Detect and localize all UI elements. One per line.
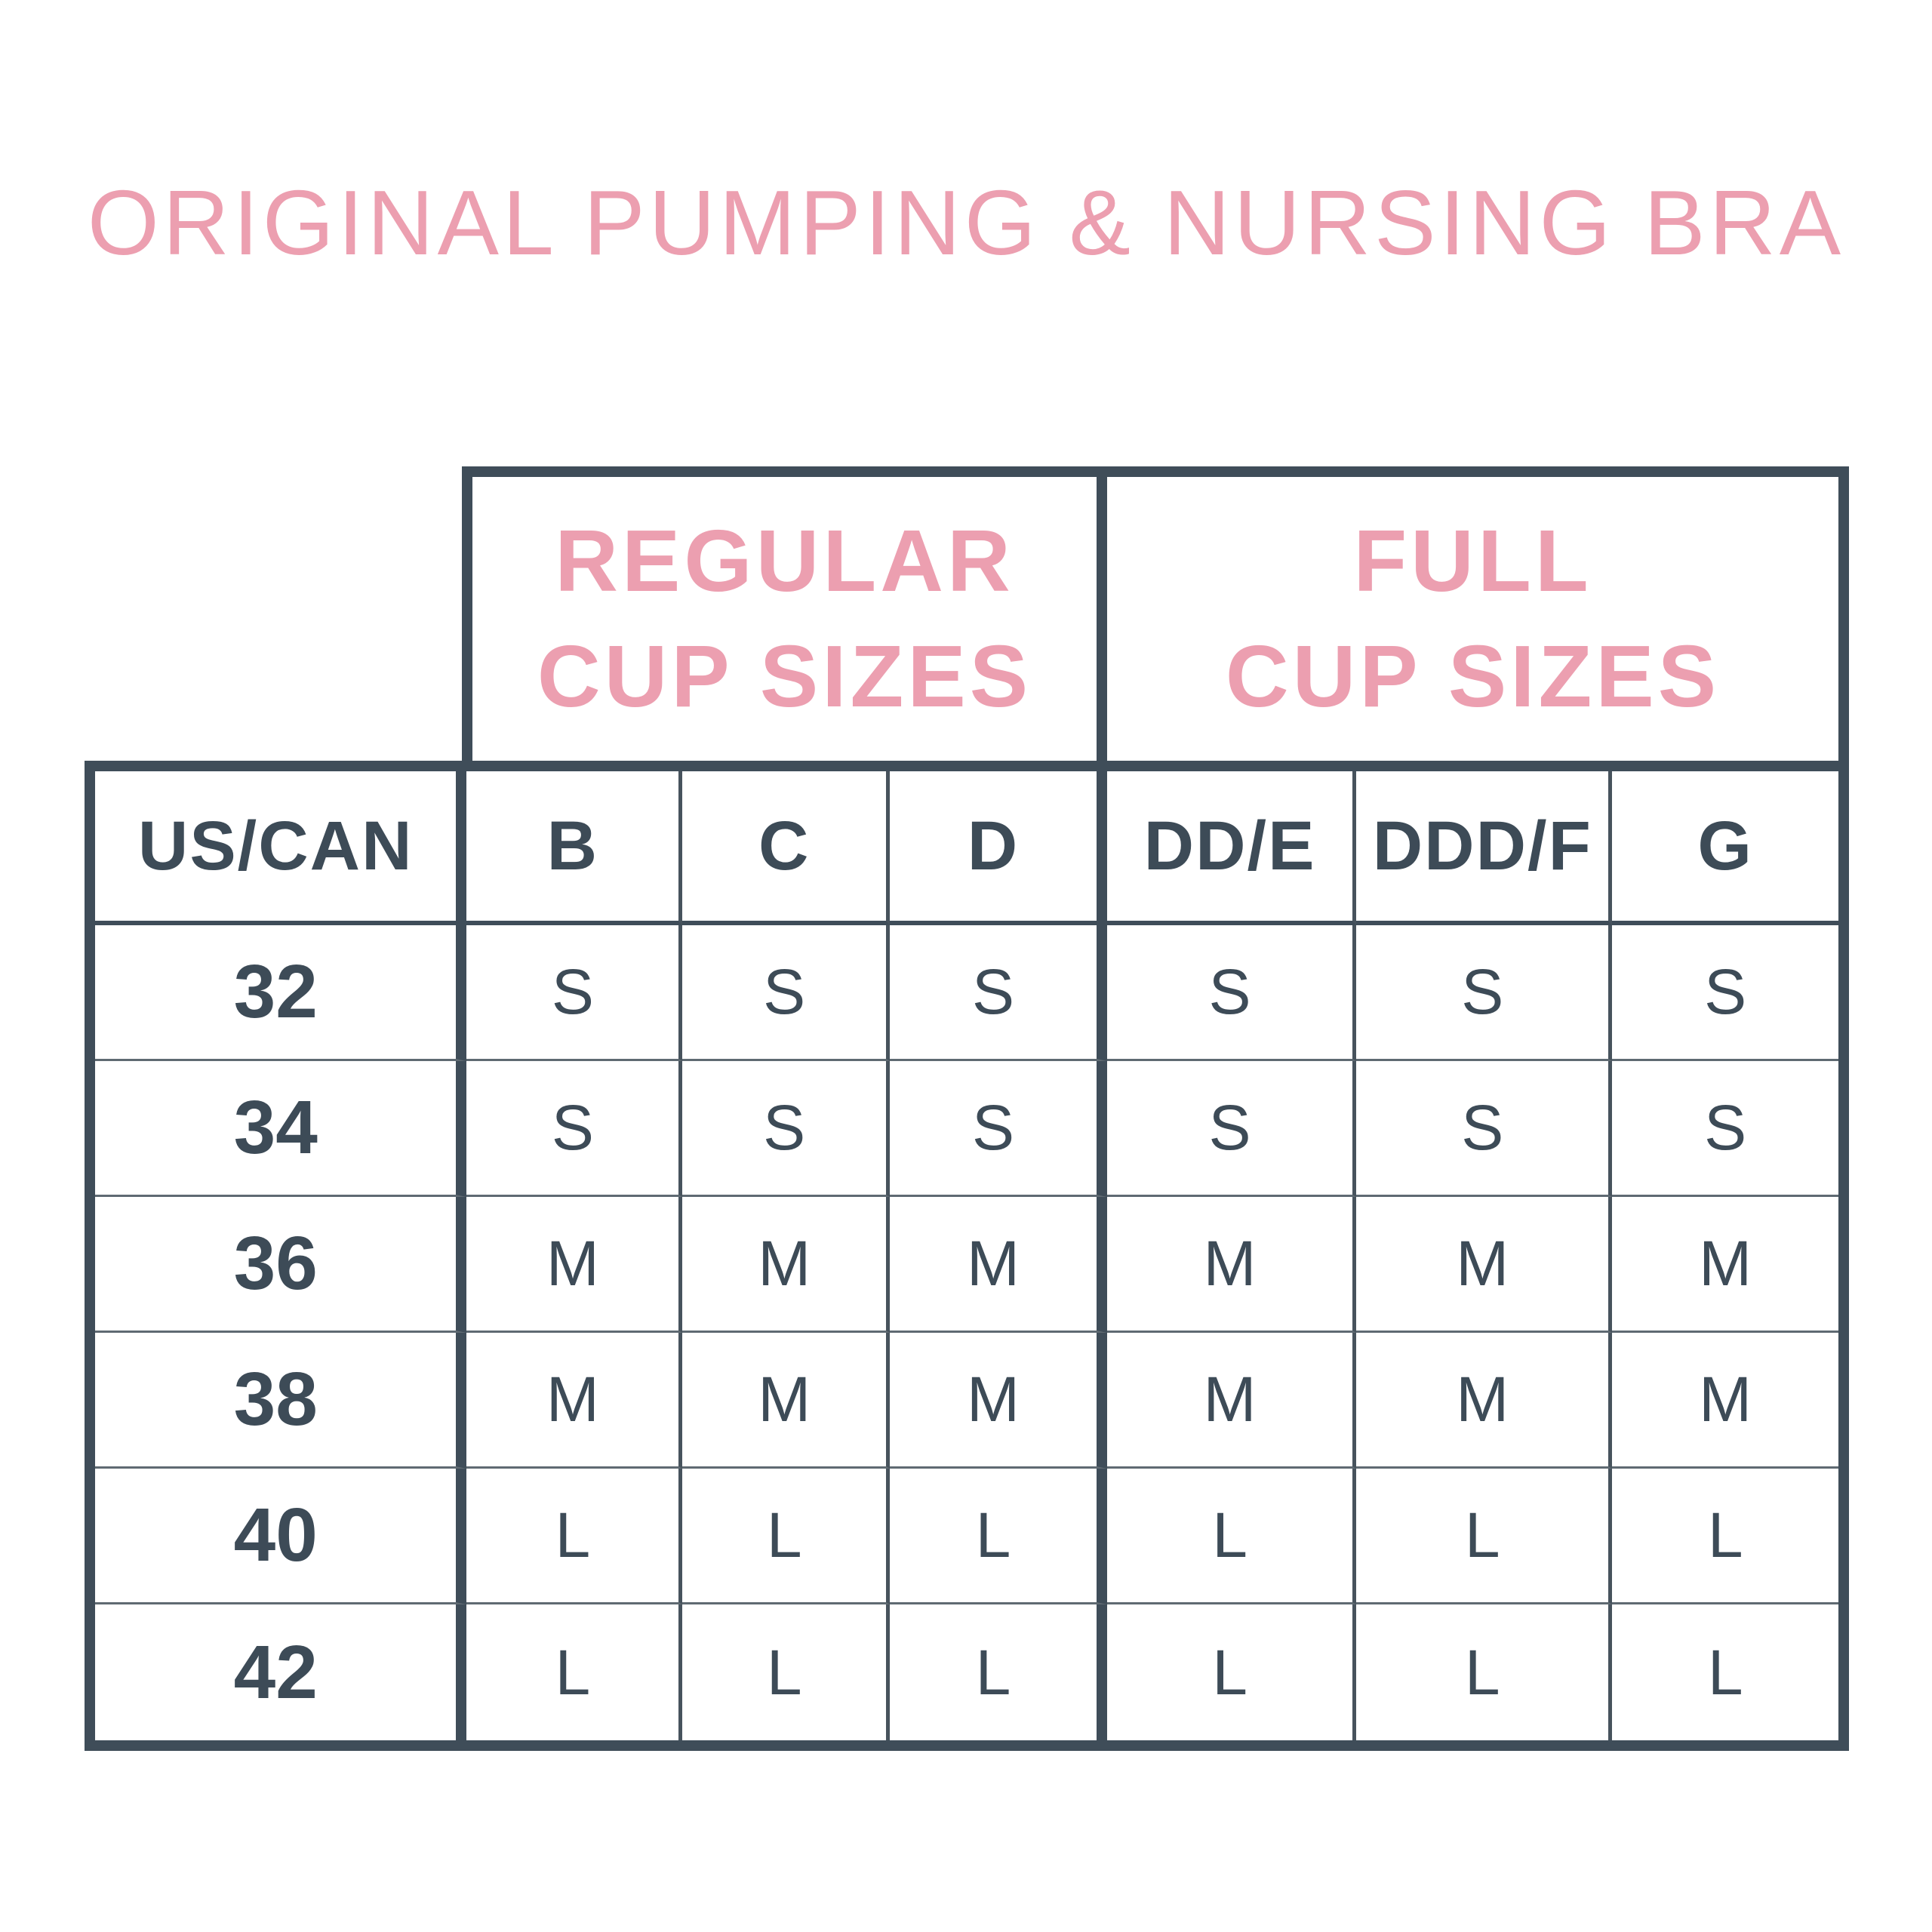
size-value-cell: M [466,1333,683,1469]
band-size-cell: 32 [95,925,467,1061]
size-value-cell: M [682,1333,891,1469]
group-header-regular-line2: CUP SIZES [537,627,1032,725]
group-header-full: FULL CUP SIZES [1107,477,1838,761]
size-value-cell: L [1707,1636,1743,1708]
group-header-full-line2: CUP SIZES [1225,627,1721,725]
size-value-cell: L [1106,1469,1357,1604]
size-value-cell: L [682,1604,891,1740]
size-chart-table: US/CAN B C D DD/E DDD/F G 32 S S S S S S… [85,761,1849,1751]
size-value-cell: S [466,1061,683,1197]
size-value-cell: S [466,925,683,1061]
size-value-cell: M [466,1197,683,1333]
size-value-cell: S [1106,925,1357,1061]
size-value-cell: S [1356,925,1613,1061]
size-value-cell: M [1356,1333,1613,1469]
size-value-cell: L [890,1604,1107,1740]
size-value-cell: S [1612,925,1838,1061]
band-size-cell: 38 [95,1333,467,1469]
column-header-c: C [682,771,891,925]
size-value-cell: M [1612,1333,1838,1469]
size-value-cell: S [682,1061,891,1197]
size-value-cell: M [1106,1333,1357,1469]
column-header-g: G [1612,771,1838,925]
size-value-cell: L [682,1469,891,1604]
size-value-cell: S [1106,1061,1357,1197]
column-header-us-can: US/CAN [95,771,467,925]
band-size-cell: 40 [95,1469,467,1604]
size-value-cell: S [682,925,891,1061]
size-value-cell: M [890,1197,1107,1333]
band-size-cell: 36 [95,1197,467,1333]
size-value-cell: L [1612,1469,1838,1604]
column-header-d: D [890,771,1107,925]
size-value-cell: S [890,1061,1107,1197]
size-value-cell: S [1612,1061,1838,1197]
group-header-regular-line1: REGULAR [555,511,1014,610]
size-value-cell: L [1107,1604,1357,1740]
size-value-cell: M [890,1333,1107,1469]
size-value-cell: L [1356,1469,1613,1604]
page-title: ORIGINAL PUMPING & NURSING BRA [87,171,1845,274]
size-value-cell: L [890,1469,1107,1604]
size-value-cell: L [466,1604,683,1740]
cup-size-group-header: REGULAR CUP SIZES FULL CUP SIZES [462,466,1849,771]
size-value-cell: M [1356,1197,1613,1333]
group-header-full-line1: FULL [1353,511,1592,610]
size-value-cell: S [1356,1061,1613,1197]
size-value-cell: M [1612,1197,1838,1333]
size-value-cell: L [466,1469,683,1604]
band-size-cell: 34 [95,1061,467,1197]
size-value-cell: L [1356,1604,1613,1740]
size-value-cell: M [682,1197,891,1333]
size-value-cell: S [890,925,1107,1061]
column-header-dd-e: DD/E [1106,771,1357,925]
band-size-cell: 42 [95,1604,467,1740]
size-value-cell: M [1106,1197,1357,1333]
group-header-regular: REGULAR CUP SIZES [472,477,1107,761]
column-header-b: B [466,771,683,925]
column-header-ddd-f: DDD/F [1356,771,1613,925]
